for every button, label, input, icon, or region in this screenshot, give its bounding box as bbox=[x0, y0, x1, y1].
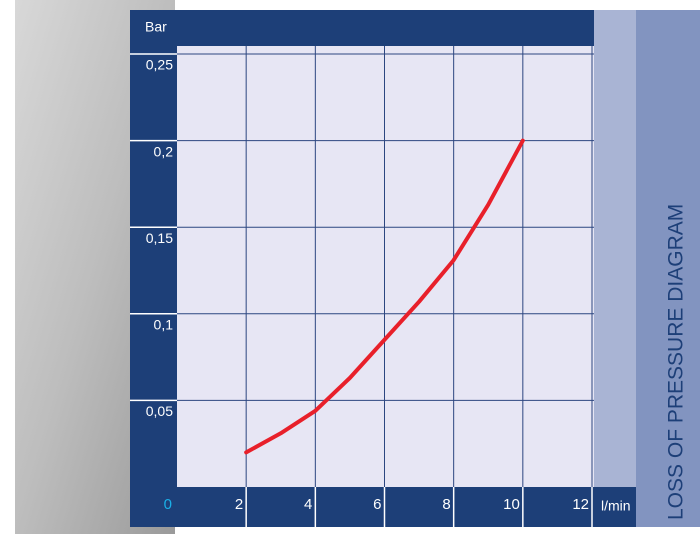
x-tick-label: 10 bbox=[503, 496, 520, 513]
bottom-band bbox=[130, 487, 636, 527]
x-tick-label: 8 bbox=[442, 496, 450, 513]
chart-title: LOSS OF PRESSURE DIAGRAM bbox=[665, 204, 688, 520]
x-tick-label: 6 bbox=[373, 496, 381, 513]
y-axis-label: Bar bbox=[145, 19, 167, 35]
data-line bbox=[244, 138, 525, 455]
x-tick-label: 2 bbox=[235, 496, 243, 513]
y-tick-label: 0,15 bbox=[146, 230, 173, 246]
left-band bbox=[130, 46, 177, 487]
x-tick-label: 0 bbox=[164, 496, 172, 513]
top-band bbox=[130, 10, 594, 46]
y-tick-label: 0,1 bbox=[154, 317, 174, 333]
y-tick-label: 0,25 bbox=[146, 57, 173, 73]
x-tick-label: 12 bbox=[572, 496, 589, 513]
y-tick-label: 0,2 bbox=[154, 143, 174, 159]
x-tick-label: 4 bbox=[304, 496, 312, 513]
y-tick-label: 0,05 bbox=[146, 403, 173, 419]
side-band-dark bbox=[636, 10, 700, 527]
plot-area bbox=[177, 46, 594, 487]
x-axis-label: l/min bbox=[601, 498, 631, 514]
side-band-light bbox=[594, 10, 636, 487]
